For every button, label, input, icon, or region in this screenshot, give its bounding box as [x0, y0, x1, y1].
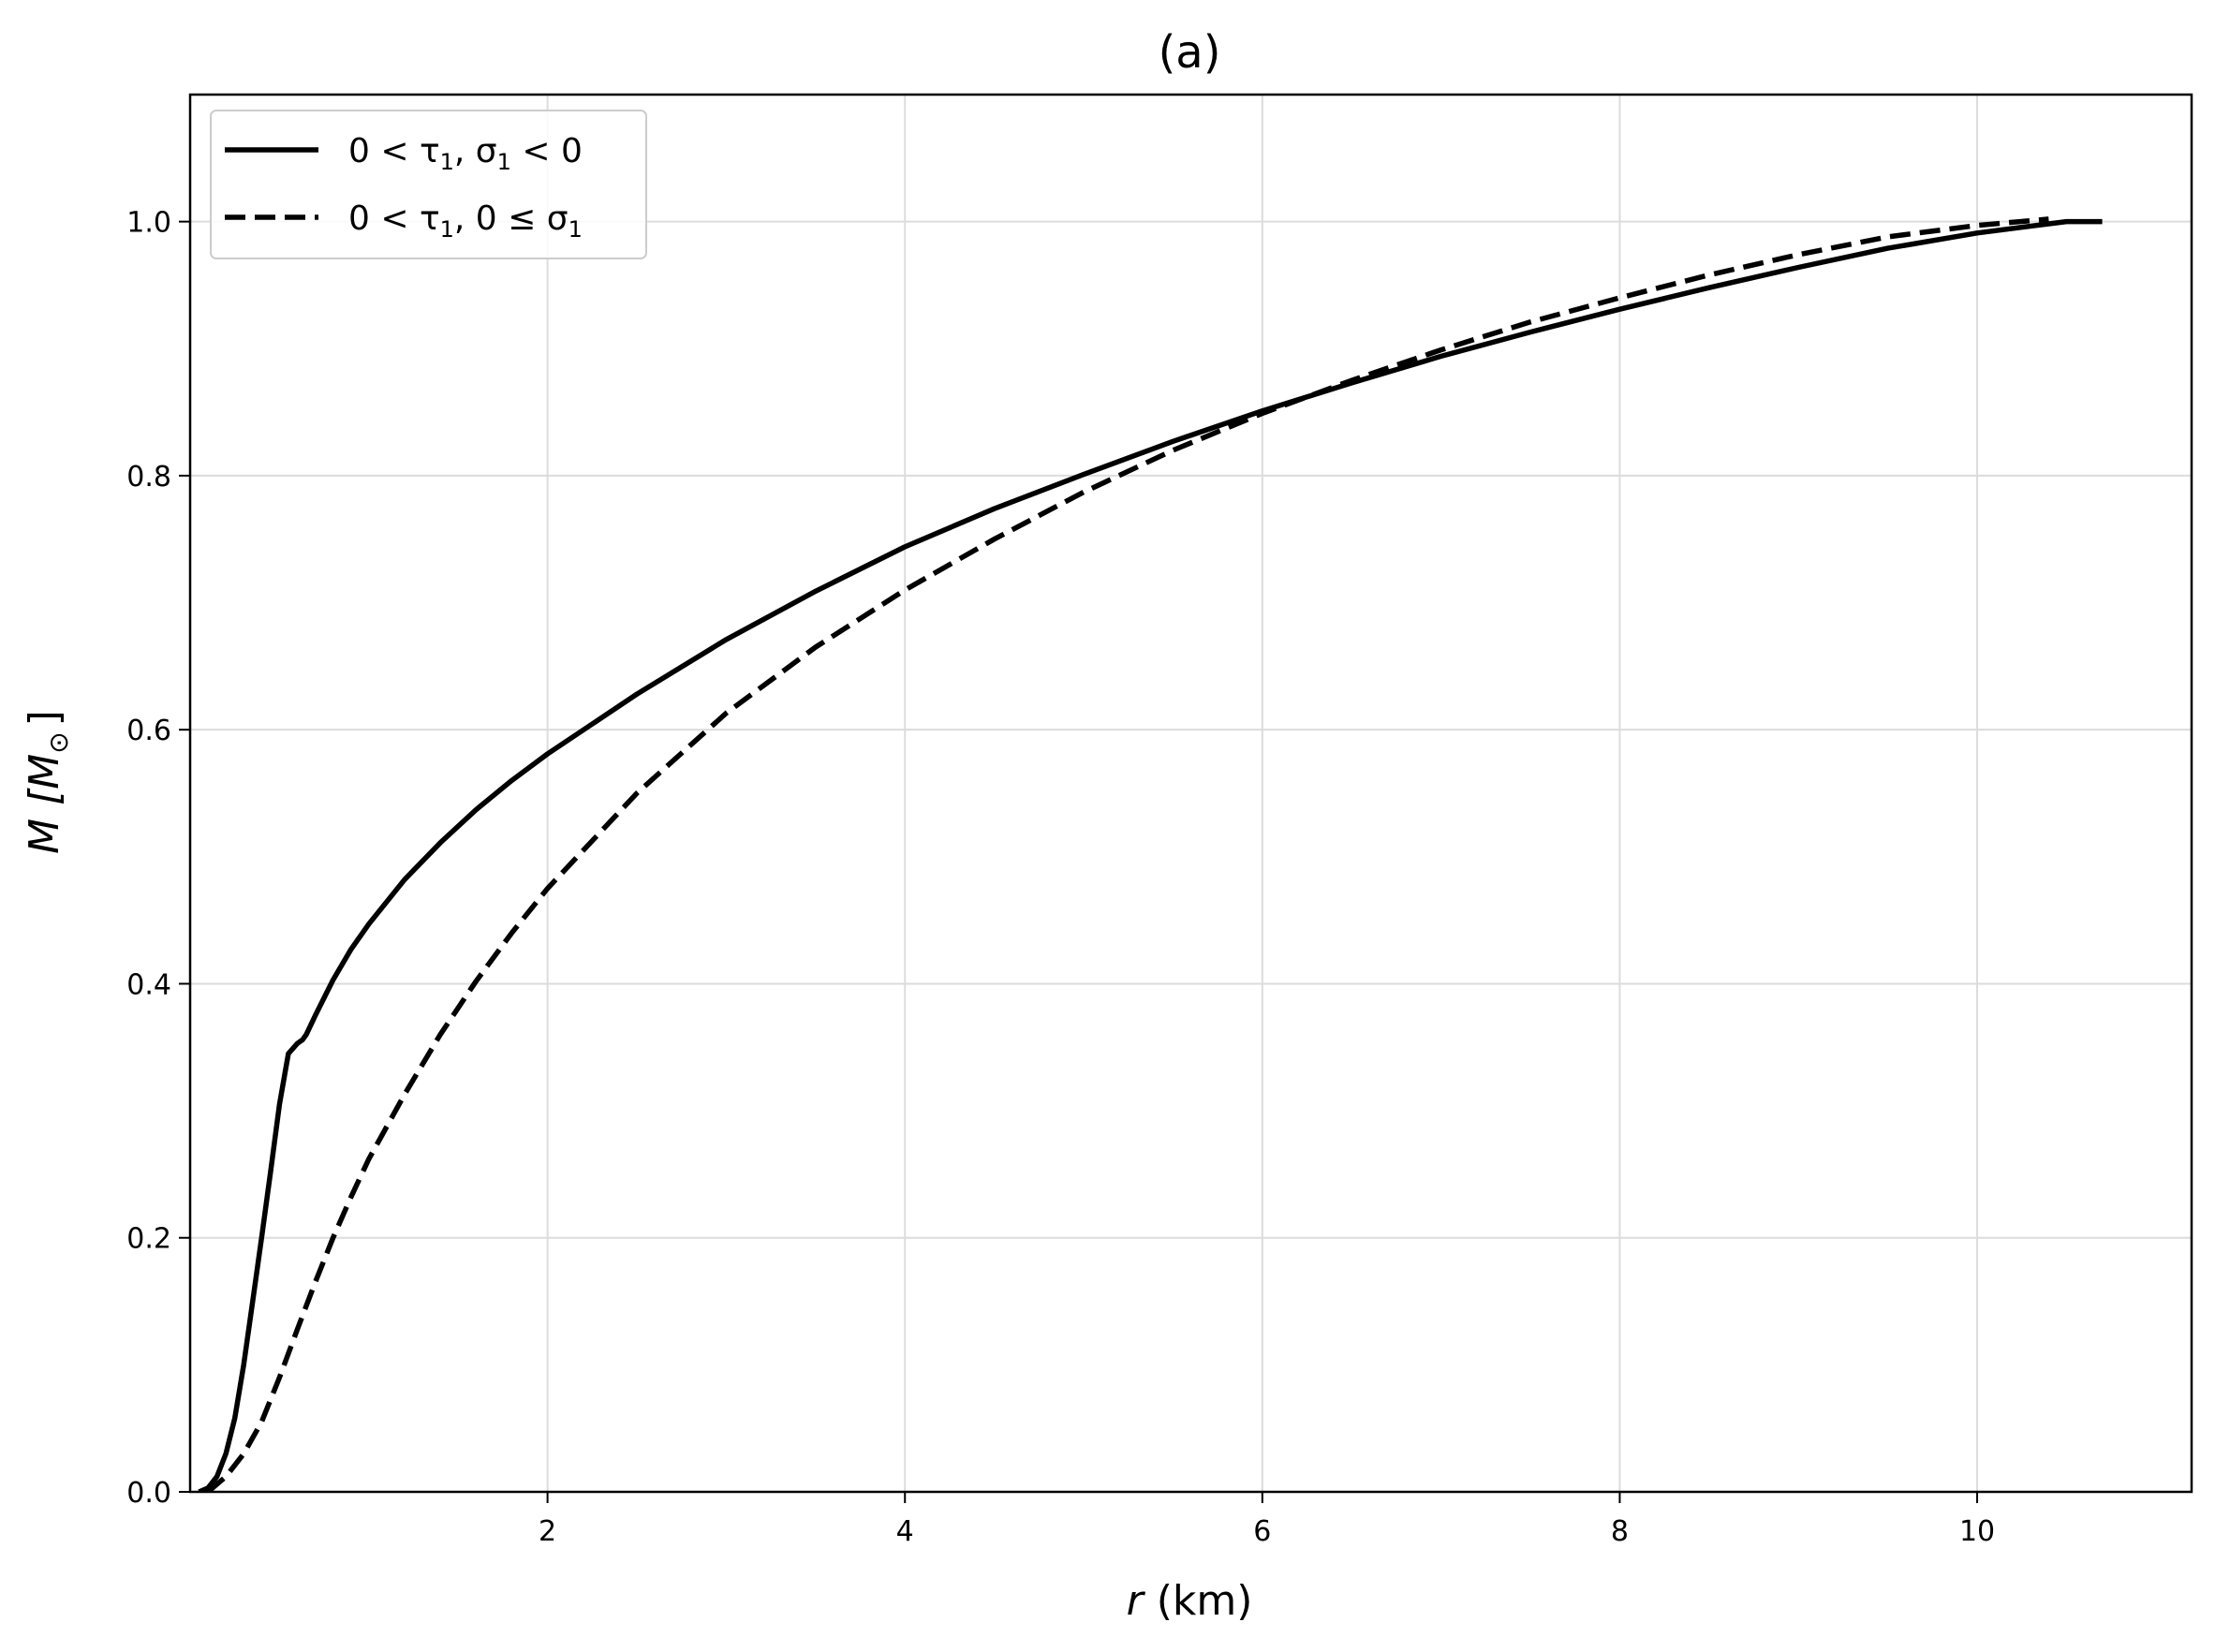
ticks: 2 4 6 8 10 0.0 0.2 0.4 0.6 0.8 1.0: [126, 207, 1995, 1548]
y-tick-label: 0.0: [126, 1477, 171, 1510]
chart-title: (a): [1159, 26, 1221, 79]
legend-box: [210, 110, 647, 259]
legend-0-part-2: , σ: [454, 132, 497, 170]
x-tick-label: 10: [1959, 1515, 1995, 1548]
x-tick-label: 6: [1253, 1515, 1271, 1548]
plot-frame: [188, 93, 2193, 1494]
legend-0-part-0: 0 < τ: [348, 132, 440, 170]
y-tick-label: 0.2: [126, 1223, 171, 1256]
legend-1-part-0: 0 < τ: [348, 199, 440, 238]
legend-0-sub-3: 1: [497, 149, 511, 175]
x-axis-label-unit: (km): [1144, 1577, 1253, 1625]
y-tick-label: 0.8: [126, 461, 171, 494]
series-line-solid: [198, 218, 2103, 1492]
y-tick-label: 0.4: [126, 968, 171, 1001]
legend-label-1: 0 < τ1, 0 ≤ σ1: [348, 199, 583, 243]
y-tick-label: 0.6: [126, 715, 171, 747]
y-axis-label-prefix: M [M: [21, 754, 68, 854]
y-axis-label: M [M⊙]: [21, 710, 74, 854]
y-axis-label-subscript: ⊙: [43, 731, 74, 753]
y-axis-label-suffix: ]: [21, 710, 68, 726]
x-tick-label: 4: [896, 1515, 914, 1548]
legend: 0 < τ1, σ1 < 0 0 < τ1, 0 ≤ σ1: [210, 110, 647, 259]
x-axis-label: r (km): [1127, 1577, 1253, 1625]
legend-1-sub-3: 1: [569, 216, 583, 243]
legend-1-part-2: , 0 ≤ σ: [454, 199, 569, 238]
legend-1-sub-1: 1: [440, 216, 454, 243]
series-layer: [198, 216, 2103, 1492]
grid: [190, 95, 2192, 1493]
legend-0-part-4: < 0: [511, 132, 583, 170]
y-tick-label: 1.0: [126, 207, 171, 240]
series-line-dashed: [206, 216, 2049, 1492]
legend-label-0: 0 < τ1, σ1 < 0: [348, 132, 583, 175]
x-tick-label: 2: [539, 1515, 556, 1548]
x-tick-label: 8: [1611, 1515, 1629, 1548]
x-axis-label-variable: r: [1127, 1577, 1146, 1625]
legend-0-sub-1: 1: [440, 149, 454, 175]
